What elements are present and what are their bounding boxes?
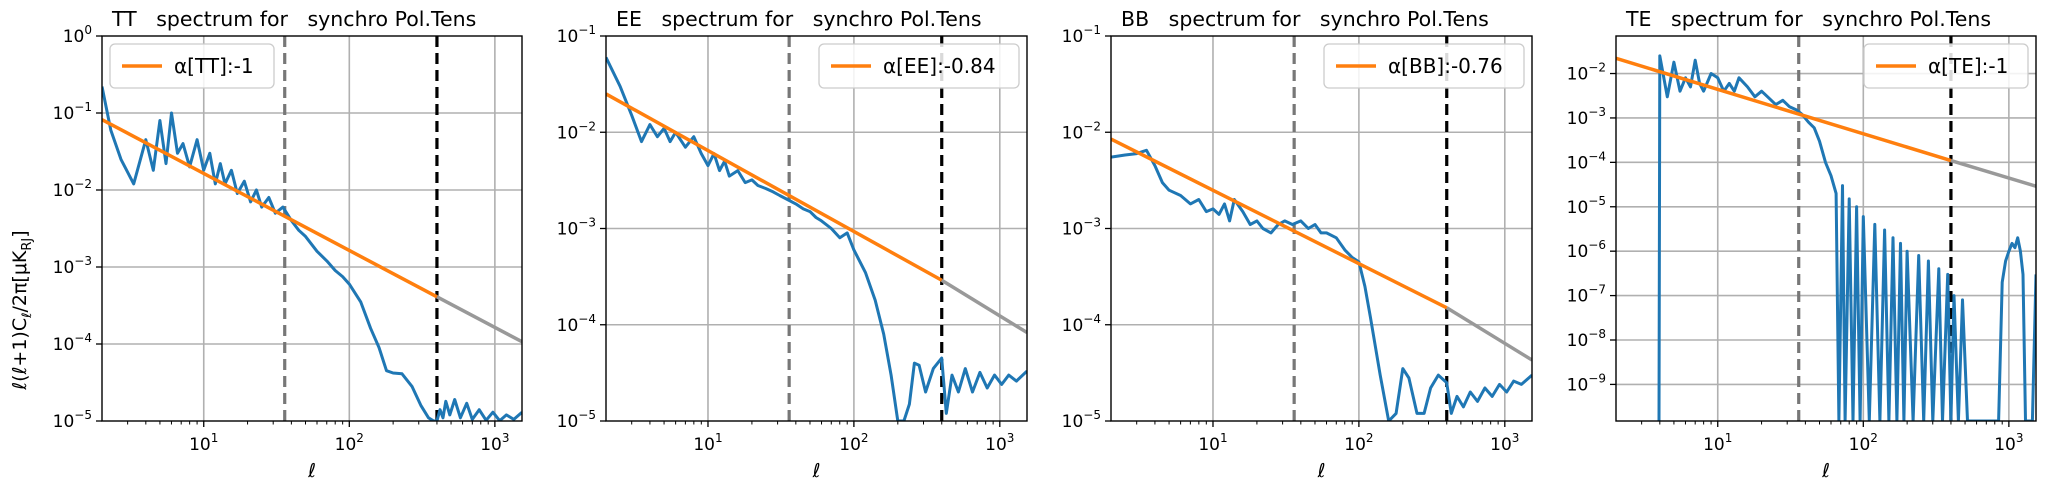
x-axis-label: ℓ	[1821, 460, 1830, 482]
x-tick-label: 102	[839, 431, 868, 455]
y-tick-label: 10−3	[557, 216, 596, 240]
spectrum-line	[1111, 148, 1532, 421]
panel-title: BB spectrum for synchro Pol.Tens	[1121, 7, 1489, 31]
y-tick-label: 10−1	[53, 100, 92, 124]
axes-frame	[1615, 35, 2037, 422]
x-tick-label: 101	[1198, 431, 1227, 455]
y-tick-label: 10−4	[557, 312, 596, 336]
panel-tt: 101 102 103 10−5 10−4 10−3 10−2 10−1 100 ℓ TT spec…	[53, 7, 523, 482]
y-tick-label: 10−5	[557, 408, 596, 432]
x-tick-label: 103	[480, 431, 509, 455]
y-tick-label: 10−6	[1567, 238, 1606, 262]
extrapolation-line	[1950, 158, 2036, 188]
plot-area	[1111, 36, 1532, 421]
x-tick-label: 101	[1703, 431, 1732, 455]
panel-title: TT spectrum for synchro Pol.Tens	[111, 7, 476, 31]
y-tick-label: 10−8	[1567, 327, 1606, 351]
x-tick-label: 102	[1849, 431, 1878, 455]
legend: α[TE]:-1	[1863, 43, 2029, 89]
x-tick-label: 103	[1490, 431, 1519, 455]
x-tick-label: 101	[189, 431, 218, 455]
y-tick-label: 10−3	[1062, 216, 1101, 240]
y-tick-label: 10−2	[1567, 61, 1606, 85]
fit-line	[102, 118, 438, 299]
legend: α[EE]:-0.84	[818, 43, 1020, 89]
panel-bb: 101 102 103 10−5 10−4 10−3 10−2 10−1 ℓ BB spectru…	[1062, 7, 1533, 482]
x-axis-label: ℓ	[307, 460, 316, 482]
x-tick-label: 103	[1994, 431, 2023, 455]
x-axis-label: ℓ	[1317, 460, 1326, 482]
y-tick-label: 10−4	[1567, 149, 1606, 173]
legend: α[BB]:-0.76	[1323, 43, 1525, 89]
fit-line	[1111, 137, 1448, 310]
y-tick-label: 10−1	[1062, 23, 1101, 47]
fit-line	[606, 92, 943, 282]
spectrum-line	[1657, 54, 2036, 421]
y-tick-label: 10−2	[557, 119, 596, 143]
plot-area	[1616, 36, 2036, 421]
y-tick-label: 10−4	[53, 331, 92, 355]
panel-title: TE spectrum for synchro Pol.Tens	[1625, 7, 1991, 31]
x-axis-label: ℓ	[812, 460, 821, 482]
legend-label: α[TE]:-1	[1928, 54, 2008, 78]
y-tick-label: 10−9	[1567, 371, 1606, 395]
y-tick-label: 10−4	[1062, 312, 1101, 336]
panel-title: EE spectrum for synchro Pol.Tens	[616, 7, 982, 31]
x-tick-label: 102	[335, 431, 364, 455]
panel-ee: 101 102 103 10−5 10−4 10−3 10−2 10−1 ℓ EE spectru…	[557, 7, 1028, 482]
x-tick-label: 101	[693, 431, 722, 455]
plot-area	[102, 36, 522, 421]
legend-label: α[BB]:-0.76	[1388, 54, 1503, 78]
legend-box	[109, 43, 275, 89]
spectrum-line	[606, 56, 1027, 421]
legend-label: α[TT]:-1	[174, 54, 254, 78]
y-tick-label: 10−5	[1567, 194, 1606, 218]
y-tick-label: 10−2	[1062, 119, 1101, 143]
y-tick-label: 100	[63, 23, 92, 47]
y-tick-label: 10−2	[53, 177, 92, 201]
y-tick-label: 10−3	[53, 254, 92, 278]
extrapolation-line	[940, 278, 1027, 335]
y-tick-label: 10−5	[53, 408, 92, 432]
y-tick-label: 10−5	[1062, 408, 1101, 432]
x-tick-label: 103	[985, 431, 1014, 455]
y-tick-label: 10−7	[1567, 283, 1606, 307]
fit-line	[1616, 56, 1952, 163]
axes-frame	[101, 35, 523, 422]
legend-box	[1863, 43, 2029, 89]
y-tick-label: 10−1	[557, 23, 596, 47]
legend-box	[1323, 43, 1525, 89]
panel-te: 101 102 103 10−9 10−8 10−7 10−6 10−5 10−4 10−3 10−…	[1567, 7, 2037, 482]
extrapolation-line	[436, 295, 522, 344]
legend: α[TT]:-1	[109, 43, 275, 89]
y-axis-label: ℓ(ℓ+1)Cℓ/2π[μKRJ]	[9, 230, 35, 390]
legend-box	[818, 43, 1020, 89]
legend-label: α[EE]:-0.84	[883, 54, 996, 78]
extrapolation-line	[1445, 306, 1532, 362]
plot-area	[606, 36, 1027, 421]
spectrum-line	[102, 86, 522, 421]
y-tick-label: 10−3	[1567, 105, 1606, 129]
x-tick-label: 102	[1344, 431, 1373, 455]
